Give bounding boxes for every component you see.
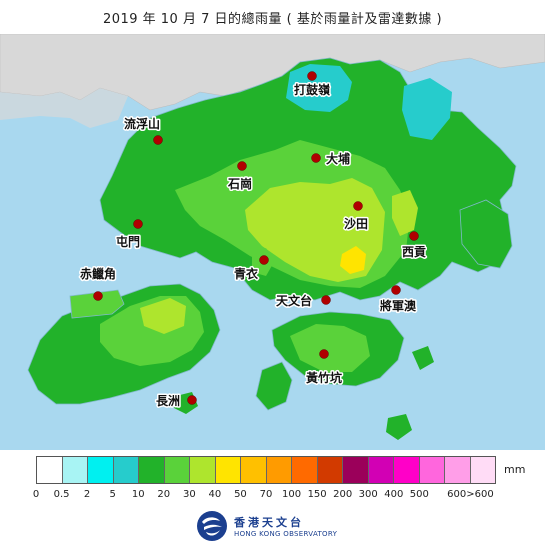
legend-swatch xyxy=(37,457,63,483)
legend-tick-label: 50 xyxy=(234,489,247,500)
legend-swatch xyxy=(266,457,292,483)
legend-swatch xyxy=(368,457,394,483)
station-label: 將軍澳 xyxy=(380,298,417,313)
station-marker-icon[interactable] xyxy=(391,285,401,295)
station-label: 青衣 xyxy=(234,266,258,281)
legend-swatch xyxy=(88,457,114,483)
station-marker-icon[interactable] xyxy=(237,161,247,171)
legend-ticks: 0 0.5 2 5 10 20 30 40 50 70 100 150 200 300 400 500 600>… xyxy=(32,489,496,503)
station-shek-kong[interactable]: 石崗 xyxy=(226,161,254,193)
lamma-island-land xyxy=(255,361,293,411)
airport-island-land xyxy=(69,289,125,319)
legend-tick-label: 0.5 xyxy=(53,489,70,500)
hong-kong-island-moderate-zone xyxy=(290,324,370,372)
station-label: 西貢 xyxy=(402,245,426,259)
station-label: 赤鱲角 xyxy=(80,266,116,281)
legend-tick-label: 100 xyxy=(282,489,302,500)
station-label: 沙田 xyxy=(344,217,368,231)
legend-swatch xyxy=(215,457,241,483)
station-chek-lap-kok[interactable]: 赤鱲角 xyxy=(79,265,118,301)
legend-swatch xyxy=(394,457,420,483)
station-marker-icon[interactable] xyxy=(259,255,269,265)
hko-logo: 香港天文台 HONG KONG OBSERVATORY xyxy=(196,508,337,544)
legend-tick-label: 40 xyxy=(208,489,222,500)
light-rain-zone-north xyxy=(286,64,352,112)
legend-swatch xyxy=(113,457,139,483)
station-wong-chuk-hang[interactable]: 黃竹坑 xyxy=(304,349,344,387)
station-lau-fau-shan[interactable]: 流浮山 xyxy=(123,115,163,145)
hko-logo-text: 香港天文台 HONG KONG OBSERVATORY xyxy=(234,514,337,538)
po-toi-island xyxy=(386,414,412,440)
station-tsing-yi[interactable]: 青衣 xyxy=(233,255,269,283)
legend-tick-label: 0 xyxy=(32,489,40,500)
station-label: 長洲 xyxy=(156,393,180,408)
rainfall-map-svg: 打鼓嶺 流浮山 大埔 石崗 沙田 屯門 xyxy=(0,34,545,440)
legend-tick-label: 500 xyxy=(409,489,429,500)
legend-swatch xyxy=(317,457,343,483)
station-tuen-mun[interactable]: 屯門 xyxy=(115,219,143,251)
light-rain-zone-northeast xyxy=(402,78,452,140)
station-label: 流浮山 xyxy=(124,116,160,131)
legend-swatch xyxy=(470,457,495,483)
rainfall-legend xyxy=(36,456,496,484)
legend-tick-label: 400 xyxy=(384,489,404,500)
station-label: 石崗 xyxy=(227,176,252,191)
legend-swatch xyxy=(241,457,267,483)
legend-tick-label: 10 xyxy=(131,489,145,500)
station-label: 屯門 xyxy=(116,234,140,249)
sai-kung-east-land xyxy=(459,199,513,269)
legend-swatch xyxy=(164,457,190,483)
heavier-rain-zone-east xyxy=(392,190,418,236)
station-marker-icon[interactable] xyxy=(321,295,331,305)
legend-tick-label: 200 xyxy=(333,489,353,500)
peak-rain-core xyxy=(340,246,366,274)
tung-lung-island xyxy=(412,346,434,370)
station-tseung-kwan-o[interactable]: 將軍澳 xyxy=(379,285,419,315)
legend-unit: mm xyxy=(504,463,526,476)
station-observatory[interactable]: 天文台 xyxy=(275,292,331,310)
legend-tick-label: 5 xyxy=(109,489,116,500)
station-label: 天文台 xyxy=(276,293,312,308)
legend-tick-label: 20 xyxy=(157,489,171,500)
hko-logo-icon xyxy=(197,511,227,541)
legend-swatch xyxy=(343,457,369,483)
legend-tick-label: 70 xyxy=(259,489,273,500)
legend-tick-label: 600>600 xyxy=(447,489,494,500)
station-tai-po[interactable]: 大埔 xyxy=(311,150,352,168)
lantau-heavier-zone xyxy=(140,298,186,334)
station-marker-icon[interactable] xyxy=(187,395,197,405)
station-marker-icon[interactable] xyxy=(353,201,363,211)
station-label: 黃竹坑 xyxy=(305,370,342,385)
station-sha-tin[interactable]: 沙田 xyxy=(343,201,370,233)
legend-swatch xyxy=(292,457,318,483)
station-cheung-chau[interactable]: 長洲 xyxy=(155,392,197,410)
legend-swatch xyxy=(445,457,471,483)
station-sai-kung[interactable]: 西貢 xyxy=(401,231,428,261)
hko-logo-en: HONG KONG OBSERVATORY xyxy=(234,530,338,538)
legend-swatch xyxy=(419,457,445,483)
hko-logo-cn: 香港天文台 xyxy=(234,516,304,529)
legend-tick-label: 300 xyxy=(358,489,378,500)
legend-swatch xyxy=(190,457,216,483)
rainfall-map: 打鼓嶺 流浮山 大埔 石崗 沙田 屯門 xyxy=(0,34,545,450)
legend-tick-label: 2 xyxy=(83,489,91,500)
hk-land-north-coast xyxy=(0,88,128,128)
station-marker-icon[interactable] xyxy=(307,71,317,81)
legend-tick-label: 30 xyxy=(182,489,196,500)
map-title: 2019 年 10 月 7 日的總雨量 ( 基於雨量計及雷達數據 ) xyxy=(102,12,443,27)
station-marker-icon[interactable] xyxy=(153,135,163,145)
station-marker-icon[interactable] xyxy=(409,231,419,241)
legend-swatch xyxy=(139,457,165,483)
station-markers: 打鼓嶺 流浮山 大埔 石崗 沙田 屯門 xyxy=(79,71,428,410)
station-marker-icon[interactable] xyxy=(133,219,143,229)
station-marker-icon[interactable] xyxy=(311,153,321,163)
station-ta-kwu-ling[interactable]: 打鼓嶺 xyxy=(293,71,333,99)
station-marker-icon[interactable] xyxy=(93,291,103,301)
station-label: 打鼓嶺 xyxy=(294,82,331,97)
legend-tick-label: 150 xyxy=(307,489,327,500)
legend-swatch xyxy=(62,457,88,483)
station-marker-icon[interactable] xyxy=(319,349,329,359)
station-label: 大埔 xyxy=(326,151,350,166)
